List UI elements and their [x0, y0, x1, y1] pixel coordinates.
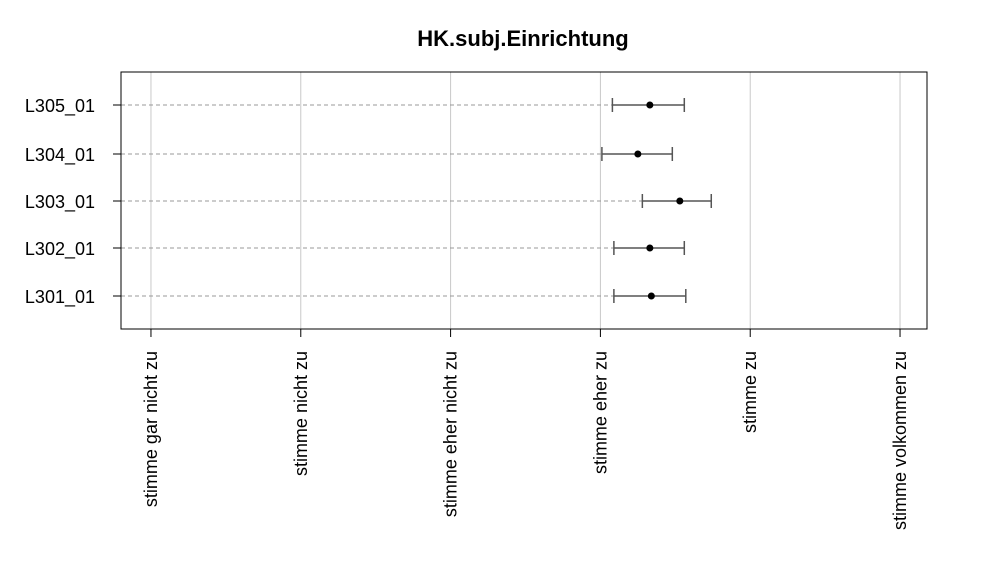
x-tick-label: stimme eher zu [590, 351, 610, 474]
mean-point [646, 244, 654, 252]
guide-lines [121, 104, 643, 297]
mean-point [634, 150, 642, 158]
x-tick-label: stimme gar nicht zu [141, 351, 161, 507]
x-tick-label: stimme volkommen zu [890, 351, 910, 530]
x-tick-label: stimme zu [740, 351, 760, 433]
x-axis: stimme gar nicht zu stimme nicht zu stimme… [141, 329, 910, 530]
x-tick-label: stimme nicht zu [291, 351, 311, 476]
y-tick-label: L302_01 [25, 239, 95, 260]
chart-title: HK.subj.Einrichtung [417, 26, 628, 51]
y-tick-label: L304_01 [25, 145, 95, 166]
mean-points [634, 101, 684, 300]
mean-point [676, 197, 684, 205]
y-tick-label: L303_01 [25, 192, 95, 213]
mean-point [646, 101, 654, 109]
y-axis-labels: L305_01 L304_01 L303_01 L302_01 L301_01 [25, 96, 121, 308]
y-tick-label: L305_01 [25, 96, 95, 117]
y-tick-label: L301_01 [25, 287, 95, 308]
mean-point [647, 292, 655, 300]
x-tick-label: stimme eher nicht zu [441, 351, 461, 517]
